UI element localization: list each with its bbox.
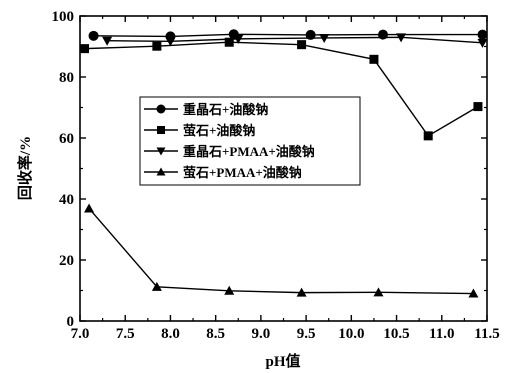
data-point-triangle-down	[233, 34, 244, 44]
data-point-triangle-down	[319, 33, 330, 43]
x-tick-label: 10.0	[338, 326, 364, 342]
data-point-circle	[477, 29, 488, 40]
series-3	[102, 33, 488, 48]
x-tick-label: 8.0	[161, 326, 180, 342]
data-point-triangle-up	[84, 203, 95, 213]
x-tick-label: 11.5	[474, 326, 499, 342]
legend-label: 重晶石+油酸钠	[183, 102, 268, 117]
legend-label: 萤石+PMAA+油酸钠	[183, 165, 302, 180]
legend-item-2: 萤石+油酸钠	[144, 123, 255, 138]
series-layer	[80, 29, 488, 298]
x-tick-label: 10.5	[383, 326, 409, 342]
x-tick-label: 11.0	[429, 326, 454, 342]
data-point-triangle-down	[102, 36, 113, 46]
x-tick-label: 7.5	[116, 326, 135, 342]
legend-item-1: 重晶石+油酸钠	[144, 102, 268, 117]
legend-item-3: 重晶石+PMAA+油酸钠	[144, 144, 315, 159]
series-line	[88, 207, 474, 295]
series-line	[93, 33, 483, 38]
series-line	[107, 36, 483, 44]
y-axis-title: 回收率/%	[16, 136, 34, 200]
data-point-triangle-up	[373, 287, 384, 297]
x-tick-labels: 7.0 7.5 8.0 8.5 9.0 9.5 10.0 10.5 11.0 11.5	[71, 326, 500, 342]
x-axis-title: pH值	[265, 352, 300, 370]
data-point-triangle-up	[468, 288, 479, 298]
axis-ticks	[79, 15, 488, 322]
data-point-triangle-up	[224, 285, 235, 295]
x-tick-label: 9.0	[252, 326, 271, 342]
data-point-triangle-up	[151, 281, 162, 291]
y-tick-labels: 0 20 40 60 80 100	[52, 9, 75, 330]
x-tick-label: 7.0	[71, 326, 90, 342]
x-tick-label: 8.5	[206, 326, 225, 342]
data-point-square	[297, 40, 307, 50]
legend-marker-triangle-down	[156, 147, 166, 156]
y-tick-label: 20	[59, 253, 74, 269]
data-point-triangle-down	[477, 38, 488, 48]
series-2	[80, 37, 483, 141]
y-tick-label: 80	[59, 70, 74, 86]
data-point-circle	[88, 30, 99, 41]
legend-label: 重晶石+PMAA+油酸钠	[183, 144, 315, 159]
y-tick-label: 60	[59, 131, 74, 147]
legend-box	[139, 96, 361, 186]
legend-marker-square	[157, 126, 165, 134]
series-4	[84, 203, 479, 298]
data-point-square	[369, 54, 379, 64]
legend-label: 萤石+油酸钠	[183, 123, 255, 138]
y-tick-label: 40	[59, 192, 74, 208]
legend-marker-triangle-up	[156, 167, 166, 176]
data-point-square	[423, 131, 433, 141]
y-tick-label: 0	[67, 314, 75, 330]
legend-marker-circle	[156, 104, 166, 114]
data-point-square	[224, 37, 234, 47]
data-point-triangle-down	[396, 33, 407, 43]
data-point-square	[473, 102, 483, 112]
data-point-triangle-up	[296, 287, 307, 297]
x-tick-label: 9.5	[297, 326, 316, 342]
data-point-square	[80, 44, 90, 54]
y-tick-label: 100	[52, 9, 75, 25]
legend-item-4: 萤石+PMAA+油酸钠	[144, 165, 302, 180]
data-point-triangle-down	[165, 37, 176, 47]
data-point-square	[152, 41, 162, 51]
